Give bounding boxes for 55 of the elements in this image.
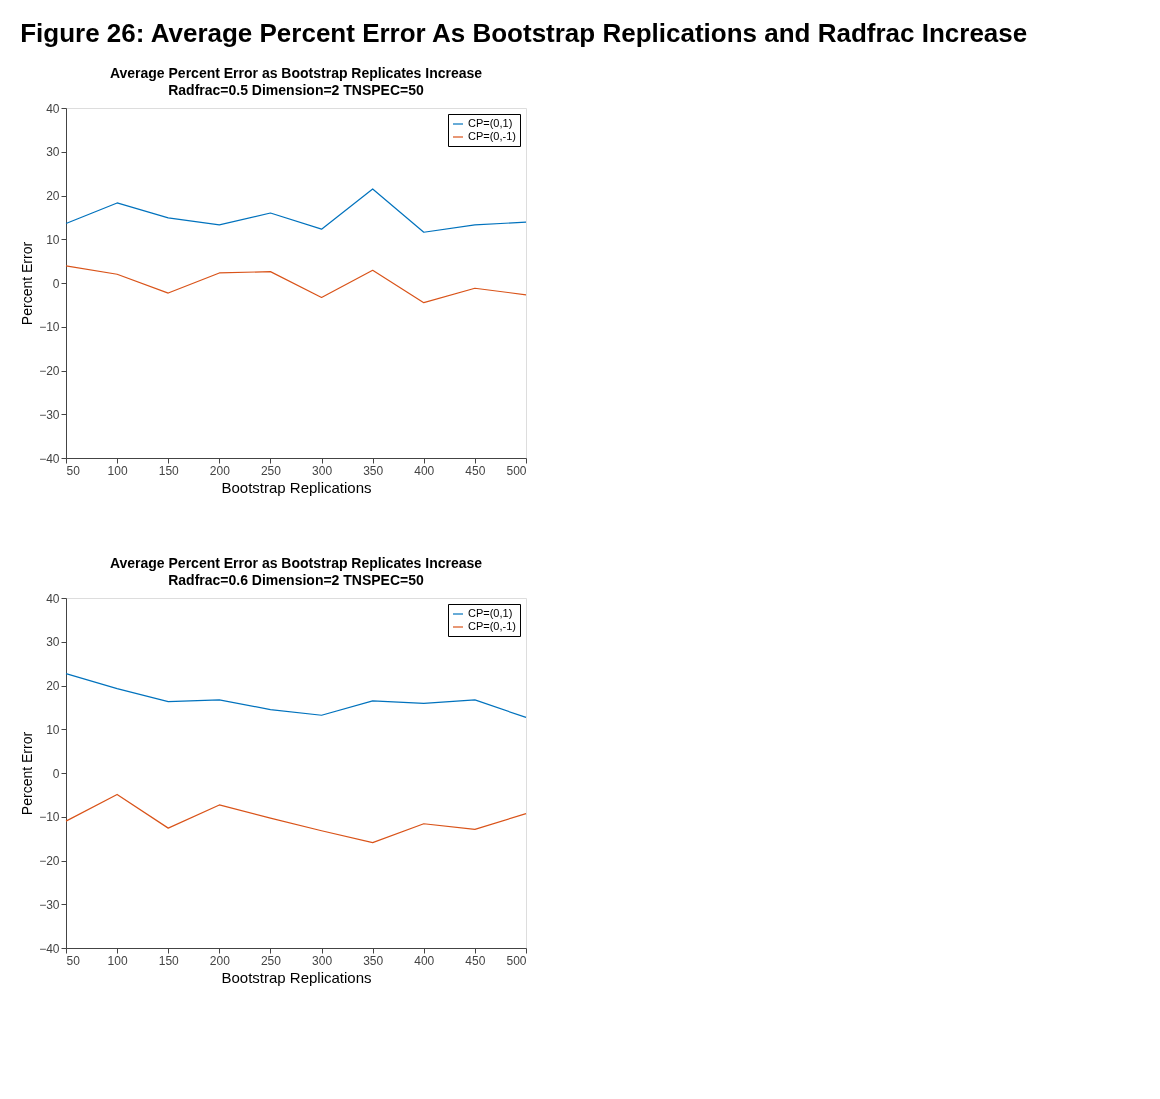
x-tick-label: 400 <box>414 463 435 478</box>
caption: Figure 26: Average Percent Error As Bootstrap Replications and Radfrac Increase <box>20 17 1028 48</box>
y-tick-label: 0 <box>52 276 60 291</box>
x-tick-label: 100 <box>107 463 128 478</box>
y-tick-label: −10 <box>39 810 60 825</box>
x-tick-label: 50 <box>66 953 81 968</box>
legend-label: CP=(0,1) <box>468 607 513 619</box>
y-tick-label: −10 <box>39 320 60 335</box>
x-tick-label: 350 <box>363 953 384 968</box>
chart-title: Average Percent Error as Bootstrap Replicates Increase <box>109 555 483 571</box>
x-tick-label: 200 <box>209 953 231 968</box>
y-tick-label: 40 <box>46 591 60 606</box>
x-tick-label: 250 <box>260 953 282 968</box>
x-tick-label: 500 <box>506 953 527 968</box>
x-axis-title: Bootstrap Replications <box>221 968 372 986</box>
x-tick-label: 300 <box>312 953 333 968</box>
y-tick-label: 10 <box>46 722 60 737</box>
x-tick-label: 250 <box>260 463 282 478</box>
x-tick-label: 50 <box>66 463 81 478</box>
y-tick-label: 20 <box>46 679 60 693</box>
x-tick-label: 500 <box>506 463 527 478</box>
legend-label: CP=(0,-1) <box>468 620 516 632</box>
y-tick-label: −20 <box>39 854 60 868</box>
y-tick-label: 10 <box>46 232 60 247</box>
legend-label: CP=(0,-1) <box>468 130 516 142</box>
y-tick-label: −30 <box>39 897 60 912</box>
x-tick-label: 350 <box>363 463 384 478</box>
y-tick-label: −40 <box>39 941 60 956</box>
chart-subtitle: Radfrac=0.5 Dimension=2 TNSPEC=50 <box>168 82 425 98</box>
chart-title: Average Percent Error as Bootstrap Replicates Increase <box>109 65 483 81</box>
x-tick-label: 100 <box>107 953 128 968</box>
x-tick-label: 150 <box>158 463 180 478</box>
y-tick-label: 20 <box>46 189 60 203</box>
line-series <box>65 793 527 844</box>
legend-label: CP=(0,1) <box>468 117 513 129</box>
x-tick-label: 150 <box>158 953 180 968</box>
x-tick-label: 400 <box>414 953 435 968</box>
x-tick-label: 300 <box>312 463 333 478</box>
line-series <box>65 673 527 719</box>
x-tick-label: 450 <box>465 953 486 968</box>
x-tick-label: 200 <box>209 463 231 478</box>
y-tick-label: −20 <box>39 364 60 378</box>
y-axis-title: Percent Error <box>19 731 36 816</box>
y-axis-title: Percent Error <box>19 241 36 326</box>
x-tick-label: 450 <box>465 463 486 478</box>
line-series <box>65 188 527 233</box>
y-tick-label: 30 <box>46 145 60 160</box>
line-series <box>65 265 527 304</box>
x-axis-title: Bootstrap Replications <box>221 478 372 496</box>
y-tick-label: −40 <box>39 451 60 466</box>
chart-subtitle: Radfrac=0.6 Dimension=2 TNSPEC=50 <box>168 572 425 588</box>
y-tick-label: −30 <box>39 407 60 422</box>
y-tick-label: 40 <box>46 101 60 116</box>
y-tick-label: 0 <box>52 766 60 781</box>
y-tick-label: 30 <box>46 635 60 650</box>
